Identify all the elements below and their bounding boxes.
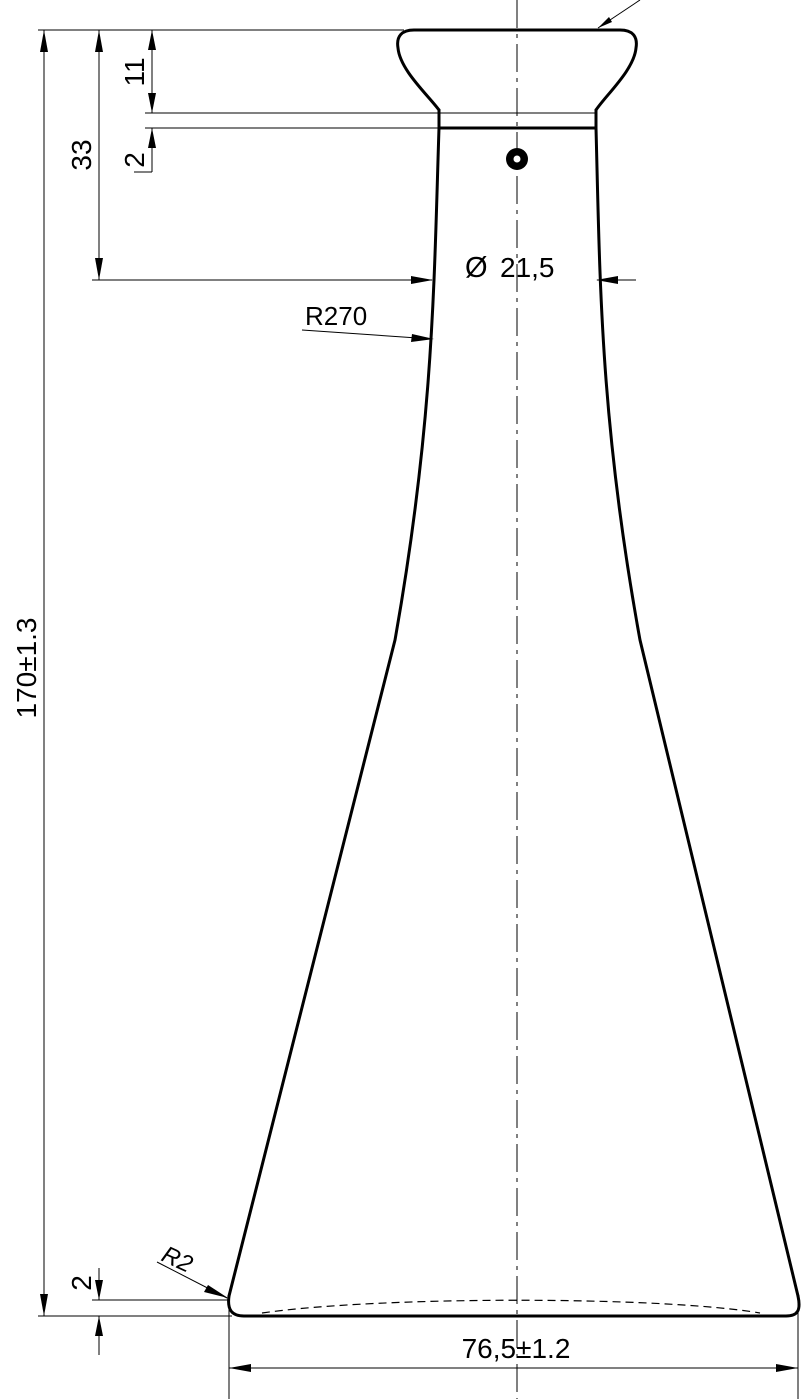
neck-radius-value: R270	[305, 301, 367, 331]
neck-length-value: 33	[66, 139, 97, 170]
base-step-value: 2	[66, 1275, 97, 1291]
right-wall	[594, 126, 800, 1298]
neck-length-dimension: 33	[66, 30, 103, 280]
base-step-dimension: 2	[66, 1268, 103, 1355]
base-line	[227, 1294, 801, 1318]
base-width-tolerance: ±1.2	[516, 1333, 570, 1364]
vessel-outline	[227, 28, 801, 1318]
neck-radius-callout: R270	[301, 301, 434, 342]
neck-step-dimension: 2	[119, 128, 156, 173]
base-radius-callout: R2	[156, 1241, 228, 1299]
extension-lines	[38, 29, 799, 1399]
svg-text:76,5±1.2: 76,5±1.2	[462, 1333, 571, 1364]
base-width-value: 76,5	[462, 1333, 517, 1364]
base-hidden-curve	[261, 1299, 761, 1314]
neck-step-value: 2	[119, 152, 150, 168]
marking-point-icon	[506, 148, 528, 170]
top-leader-arrow	[598, 17, 612, 28]
rim-height-value: 11	[119, 57, 150, 86]
diameter-symbol: Ø	[465, 252, 488, 284]
svg-text:170±1.3: 170±1.3	[11, 617, 42, 718]
overall-height-value: 170	[11, 672, 42, 719]
left-wall	[227, 126, 441, 1298]
overall-height-tolerance: ±1.3	[11, 617, 42, 671]
neck-diameter-value: 21,5	[500, 252, 555, 283]
base-width-dimension: 76,5±1.2	[229, 1333, 798, 1372]
overall-height-dimension: 170±1.3	[11, 30, 48, 1316]
neck-diameter-dimension: Ø 21,5	[395, 252, 636, 284]
base-radius-value: R2	[157, 1241, 196, 1278]
rim-profile	[396, 28, 638, 112]
rim-height-dimension: 11	[119, 30, 156, 113]
